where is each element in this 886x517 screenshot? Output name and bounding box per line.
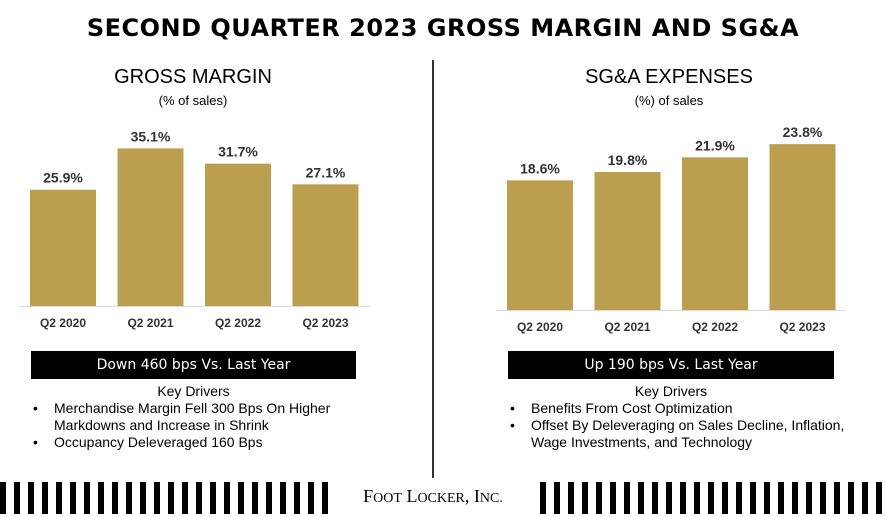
x-tick-label: Q2 2023: [302, 316, 348, 330]
bar-q2-2022: [205, 163, 271, 306]
data-label: 25.9%: [43, 170, 83, 186]
foot-locker-logo: FOOT LOCKER, INC.: [363, 486, 503, 506]
sga-chart: 18.6% Q2 2020 19.8% Q2 2021 21.9% Q2 2022 23.8…: [496, 124, 846, 334]
gross-margin-driver-item: Merchandise Margin Fell 300 Bps On Highe…: [29, 400, 369, 434]
bar-q2-2023: [292, 184, 359, 306]
gross-margin-heading: GROSS MARGIN: [114, 66, 272, 88]
sga-driver-item: Benefits From Cost Optimization: [506, 400, 846, 417]
bar-q2-2022: [682, 157, 748, 310]
sga-subheading: (%) of sales: [634, 93, 704, 108]
x-tick-label: Q2 2023: [779, 320, 825, 334]
sga-key-drivers-title: Key Drivers: [634, 383, 708, 399]
data-label: 21.9%: [695, 137, 735, 153]
gross-margin-banner: Down 460 bps Vs. Last Year: [31, 351, 356, 379]
bar-q2-2021: [594, 171, 661, 310]
bar-q2-2023: [769, 144, 836, 310]
x-tick-label: Q2 2020: [517, 320, 563, 334]
data-label: 31.7%: [218, 144, 258, 160]
gross-margin-chart: 25.9% Q2 2020 35.1% Q2 2021 31.7% Q2 2022 27.1…: [20, 128, 370, 330]
gross-margin-subheading: (% of sales): [158, 93, 228, 108]
sga-heading: SG&A EXPENSES: [585, 66, 753, 88]
panel-divider: [432, 60, 434, 478]
bar-q2-2021: [117, 148, 184, 306]
data-label: 18.6%: [520, 160, 560, 176]
sga-driver-item: Offset By Deleveraging on Sales Decline,…: [506, 417, 846, 451]
x-tick-label: Q2 2022: [215, 316, 261, 330]
gross-margin-driver-item: Occupancy Deleveraged 160 Bps: [29, 434, 369, 451]
x-tick-label: Q2 2022: [692, 320, 738, 334]
bar-q2-2020: [30, 189, 96, 306]
footer-stripes-right: [540, 482, 886, 514]
sga-banner: Up 190 bps Vs. Last Year: [508, 351, 834, 379]
gross-margin-key-drivers-title: Key Drivers: [157, 383, 230, 399]
x-tick-label: Q2 2020: [40, 316, 86, 330]
page-title: SECOND QUARTER 2023 GROSS MARGIN AND SG&…: [86, 14, 800, 42]
data-label: 27.1%: [306, 164, 346, 180]
x-tick-label: Q2 2021: [127, 316, 173, 330]
bar-q2-2020: [507, 180, 573, 310]
sga-drivers-list: Benefits From Cost OptimizationOffset By…: [506, 400, 846, 451]
data-label: 19.8%: [608, 152, 648, 168]
data-label: 35.1%: [131, 128, 171, 144]
footer-stripes-left: [0, 482, 336, 514]
data-label: 23.8%: [783, 124, 823, 140]
x-tick-label: Q2 2021: [604, 320, 650, 334]
gross-margin-drivers-list: Merchandise Margin Fell 300 Bps On Highe…: [29, 400, 369, 451]
